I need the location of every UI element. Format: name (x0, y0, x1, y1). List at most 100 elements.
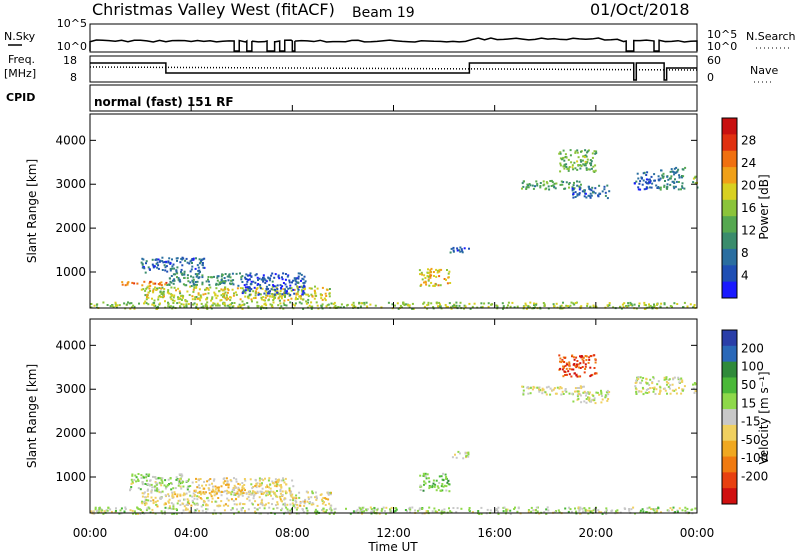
scatter-cell (148, 484, 151, 487)
scatter-cell (181, 273, 184, 276)
scatter-cell (310, 503, 313, 506)
scatter-cell (320, 305, 323, 308)
scatter-cell (424, 281, 427, 284)
scatter-cell (141, 495, 144, 498)
scatter-cell (361, 511, 363, 513)
scatter-cell (402, 303, 405, 305)
colorbar-swatch (722, 488, 737, 505)
scatter-cell (527, 305, 530, 308)
scatter-cell (223, 509, 226, 512)
scatter-cell (181, 258, 184, 261)
scatter-cell (559, 151, 562, 154)
scatter-cell (579, 367, 582, 369)
scatter-cell (558, 387, 561, 390)
scatter-cell (191, 295, 194, 298)
scatter-cell (201, 274, 204, 277)
scatter-cell (265, 503, 267, 506)
scatter-cell (424, 472, 427, 475)
scatter-cell (262, 276, 265, 279)
scatter-cell (303, 288, 306, 291)
scatter-cell (592, 354, 595, 357)
x-axis-label: Time UT (367, 540, 418, 554)
scatter-cell (453, 306, 456, 309)
scatter-cell (154, 286, 156, 289)
scatter-cell (171, 265, 174, 268)
scatter-cell (204, 292, 207, 295)
beam-label: Beam 19 (352, 5, 415, 21)
scatter-cell (223, 288, 226, 291)
scatter-cell (314, 508, 317, 511)
scatter-cell (160, 287, 163, 290)
scatter-cell (296, 506, 299, 509)
colorbar-swatch (722, 424, 737, 442)
scatter-cell (244, 276, 247, 279)
scatter-cell (373, 507, 376, 510)
scatter-cell (167, 261, 170, 264)
scatter-cell (199, 261, 202, 264)
scatter-cell (298, 301, 301, 304)
scatter-cell (521, 187, 523, 190)
scatter-cell (560, 361, 563, 364)
scatter-cell (645, 511, 648, 514)
scatter-cell (562, 157, 565, 160)
scatter-cell (230, 498, 233, 501)
scatter-cell (264, 279, 267, 282)
scatter-cell (387, 301, 390, 304)
scatter-cell (207, 278, 209, 281)
scatter-cell (567, 158, 570, 161)
scatter-cell (458, 249, 461, 252)
scatter-cell (299, 295, 302, 297)
scatter-cell (551, 181, 554, 184)
scatter-cell (315, 294, 318, 297)
scatter-cell (116, 304, 119, 307)
scatter-cell (586, 161, 589, 164)
scatter-cell (332, 512, 335, 515)
scatter-cell (286, 292, 289, 295)
scatter-cell (589, 366, 592, 369)
scatter-cell (538, 390, 541, 393)
scatter-cell (594, 192, 597, 195)
scatter-cell (147, 266, 150, 269)
scatter-cell (576, 184, 579, 187)
scatter-cell (443, 484, 446, 487)
scatter-cell (606, 197, 609, 200)
scatter-cell (229, 282, 231, 285)
ytick-label: 1000 (55, 265, 86, 279)
scatter-cell (284, 288, 287, 291)
scatter-cell (634, 382, 637, 384)
scatter-cell (669, 507, 672, 510)
scatter-cell (181, 502, 184, 505)
scatter-cell (659, 386, 662, 389)
scatter-cell (190, 504, 193, 507)
scatter-cell (527, 510, 530, 513)
scatter-cell (455, 456, 458, 459)
scatter-cell (193, 511, 196, 514)
scatter-cell (260, 296, 263, 299)
scatter-cell (550, 185, 553, 187)
scatter-cell (239, 483, 241, 486)
scatter-cell (659, 188, 662, 191)
scatter-cell (322, 497, 325, 499)
scatter-cell (452, 249, 455, 252)
scatter-cell (295, 280, 298, 283)
colorbar-tick: -50 (741, 433, 761, 447)
scatter-cell (254, 294, 257, 297)
scatter-cell (666, 185, 669, 188)
scatter-cell (304, 280, 307, 283)
scatter-cell (215, 297, 218, 300)
scatter-cell (569, 508, 572, 511)
scatter-cell (241, 489, 244, 492)
scatter-cell (145, 298, 148, 301)
scatter-cell (138, 302, 140, 305)
scatter-cell (195, 285, 198, 288)
scatter-cell (276, 490, 278, 492)
scatter-cell (264, 282, 267, 284)
scatter-cell (246, 497, 249, 500)
scatter-cell (157, 283, 160, 285)
scatter-cell (671, 508, 674, 511)
scatter-cell (316, 497, 318, 500)
colorbar-swatch (722, 265, 737, 283)
scatter-cell (342, 306, 345, 309)
scatter-cell (173, 279, 176, 282)
